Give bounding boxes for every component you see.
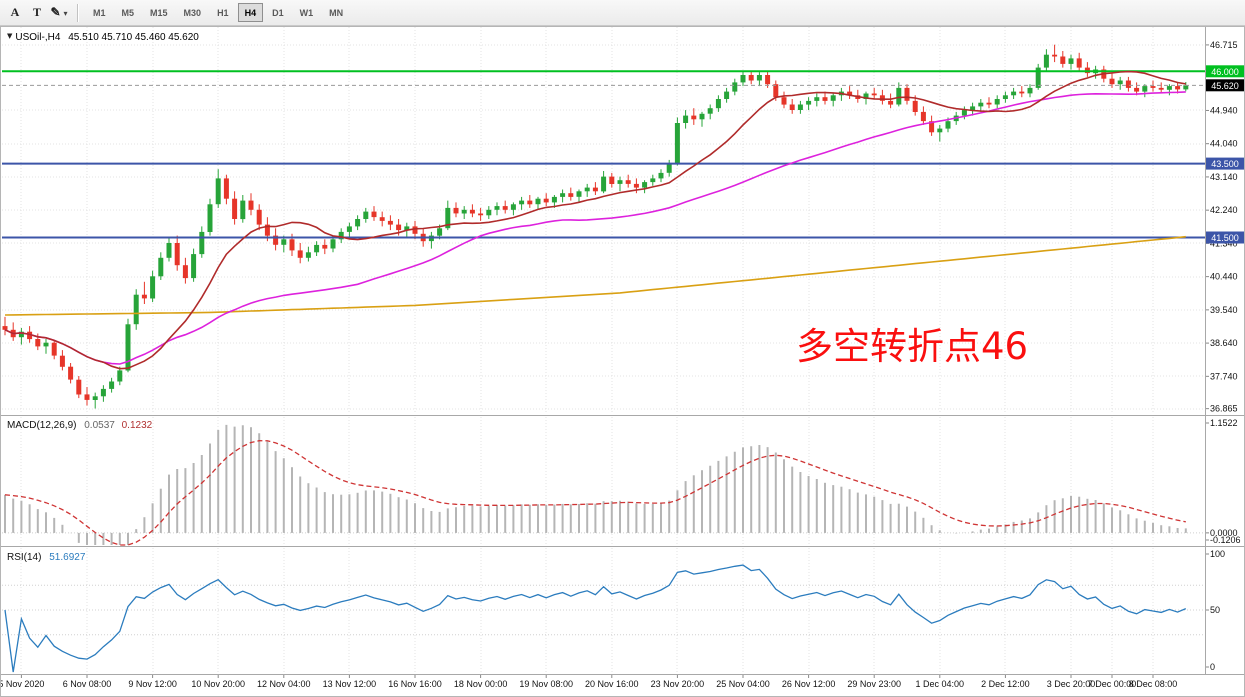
time-label: 3 Dec 20:00 (1047, 679, 1096, 689)
time-axis[interactable]: 5 Nov 2020 6 Nov 08:00 9 Nov 12:00 10 Nov 2… (0, 674, 1177, 689)
time-label: 16 Nov 16:00 (388, 679, 442, 689)
timeframe-button-m1[interactable]: M1 (86, 3, 113, 22)
time-label: 9 Nov 12:00 (128, 679, 177, 689)
chart-window: 46.71544.94044.04043.14042.24041.34040.4… (0, 26, 1245, 697)
time-label: 8 Dec 08:00 (1129, 679, 1178, 689)
time-label: 19 Nov 08:00 (519, 679, 573, 689)
timeframe-button-m30[interactable]: M30 (177, 3, 209, 22)
timeframe-button-h4[interactable]: H4 (237, 3, 264, 23)
chart-title: ▼ USOil-,H4 45.510 45.710 45.460 45.620 (7, 32, 199, 43)
timeframe-button-w1[interactable]: W1 (293, 3, 321, 22)
time-label: 5 Nov 2020 (0, 679, 44, 689)
toolbar-separator (77, 3, 78, 22)
price-badge-label: 45.620 (1211, 81, 1239, 91)
rsi-line (4, 564, 1187, 673)
price-label: 43.140 (1210, 172, 1238, 182)
symbol-dropdown-icon[interactable]: ▼ (7, 32, 13, 40)
rsi-levels (2, 584, 1205, 636)
time-label: 1 Dec 04:00 (916, 679, 965, 689)
time-label: 7 Dec 00:00 (1088, 679, 1137, 689)
time-label: 18 Nov 00:00 (454, 679, 508, 689)
macd-name: MACD(12,26,9) (7, 420, 77, 431)
price-badge-label: 41.500 (1211, 233, 1239, 243)
ma-fast-line (4, 70, 1186, 370)
time-label: 12 Nov 04:00 (257, 679, 311, 689)
macd-value-signal: 0.1232 (121, 420, 153, 431)
macd-value-main: 0.0537 (84, 420, 115, 431)
rsi-name: RSI(14) (7, 552, 42, 563)
candles (2, 44, 1189, 409)
price-badge-43.500[interactable]: 43.500 (1206, 157, 1244, 170)
toolbar: A T ✎ ▾ M1 M5 M15 M30 H1 H4 D1 W1 MN (0, 0, 1245, 26)
price-label: 40.440 (1210, 272, 1238, 282)
time-label: 2 Dec 12:00 (981, 679, 1030, 689)
timeframe-button-m5[interactable]: M5 (115, 3, 142, 22)
time-label: 25 Nov 04:00 (716, 679, 770, 689)
timeframe-button-d1[interactable]: D1 (265, 3, 291, 22)
time-label: 13 Nov 12:00 (323, 679, 377, 689)
chevron-down-icon: ▾ (63, 9, 68, 18)
grid (2, 27, 1205, 672)
macd-axis-label: -0.1206 (1210, 535, 1241, 545)
ma-trend-line (4, 235, 1186, 316)
price-label: 38.640 (1210, 338, 1238, 348)
rsi-axis-label: 100 (1210, 549, 1225, 559)
price-label: 37.740 (1210, 371, 1238, 381)
chart-canvas[interactable]: 46.71544.94044.04043.14042.24041.34040.4… (0, 26, 1245, 697)
price-label: 46.715 (1210, 40, 1238, 50)
time-label: 10 Nov 20:00 (191, 679, 245, 689)
rsi-axis-label: 50 (1210, 605, 1220, 615)
price-badge-46.000[interactable]: 46.000 (1206, 65, 1244, 78)
price-badge-41.500[interactable]: 41.500 (1206, 231, 1244, 244)
ohlc-values: 45.510 45.710 45.460 45.620 (68, 32, 199, 43)
rsi-axis-label: 0 (1210, 662, 1215, 672)
symbol-label: USOil-,H4 (15, 32, 61, 43)
macd-signal-line (4, 440, 1186, 546)
time-label: 29 Nov 23:00 (847, 679, 901, 689)
time-label: 20 Nov 16:00 (585, 679, 639, 689)
cursor-tool-button[interactable]: A (4, 3, 26, 23)
rsi-value: 51.6927 (49, 552, 86, 563)
time-label: 23 Nov 20:00 (651, 679, 705, 689)
price-label: 36.865 (1210, 404, 1238, 414)
annotation-text[interactable]: 多空转折点46 (796, 325, 1029, 368)
timeframe-button-mn[interactable]: MN (322, 3, 350, 22)
timeframe-button-m15[interactable]: M15 (143, 3, 175, 22)
draw-tool-button[interactable]: ✎ ▾ (48, 3, 70, 23)
chart-background (0, 26, 1245, 697)
macd-axis-label: 0.0000 (1210, 528, 1238, 538)
price-label: 42.240 (1210, 205, 1238, 215)
price-label: 44.940 (1210, 105, 1238, 115)
macd-axis-label: 1.1522 (1210, 418, 1238, 428)
price-badge-label: 43.500 (1211, 159, 1239, 169)
time-label: 26 Nov 12:00 (782, 679, 836, 689)
time-label: 6 Nov 08:00 (63, 679, 112, 689)
pencil-icon: ✎ (50, 5, 61, 19)
price-label: 44.040 (1210, 139, 1238, 149)
timeframe-toolbar: M1 M5 M15 M30 H1 H4 D1 W1 MN (85, 3, 351, 23)
rsi-label: RSI(14) 51.6927 (7, 552, 85, 563)
macd-label: MACD(12,26,9) 0.0537 0.1232 (7, 420, 152, 431)
timeframe-button-h1[interactable]: H1 (210, 3, 236, 22)
current-price-badge: 45.620 (1206, 79, 1244, 92)
text-tool-button[interactable]: T (26, 3, 48, 23)
macd-histogram (4, 424, 1187, 545)
price-badge-label: 46.000 (1211, 67, 1239, 77)
price-label: 39.540 (1210, 305, 1238, 315)
